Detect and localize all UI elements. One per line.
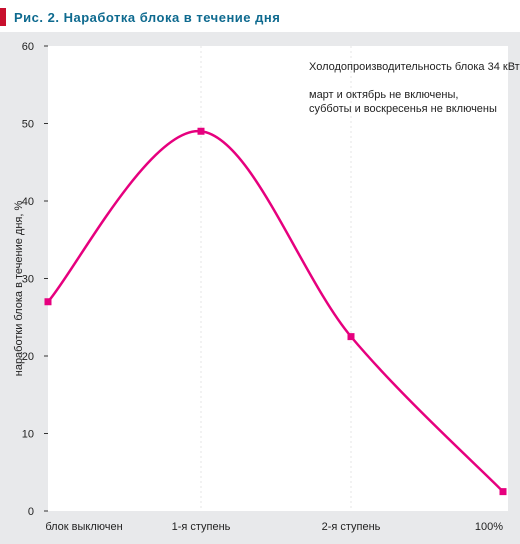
y-axis-label: наработки блока в течение дня, % (13, 201, 25, 377)
y-tick-label: 40 (22, 196, 34, 208)
data-point-2 (197, 127, 205, 135)
series-markers (44, 127, 507, 496)
y-tick-label: 30 (22, 274, 34, 286)
x-axis-ticks: блок выключен 1-я ступень 2-я ступень 100% (45, 521, 503, 533)
data-point-1 (44, 298, 52, 306)
figure-caption: Рис. 2. Наработка блока в течение дня (0, 8, 520, 26)
figure-title: Рис. 2. Наработка блока в течение дня (14, 9, 281, 25)
annotation-line-3: субботы и воскресенья не включены (309, 103, 497, 115)
x-tick-label: 2-я ступень (322, 521, 381, 533)
y-tick-label: 50 (22, 119, 34, 131)
annotation-line-1: Холодопроизводительность блока 34 кВт (309, 61, 520, 73)
x-tick-label: 100% (475, 521, 503, 533)
data-point-3 (347, 333, 355, 341)
chart-annotations: Холодопроизводительность блока 34 кВт мар… (309, 61, 520, 115)
annotation-line-2: март и октябрь не включены, (309, 89, 458, 101)
y-tick-label: 20 (22, 351, 34, 363)
x-tick-label: 1-я ступень (172, 521, 231, 533)
y-tick-label: 60 (22, 41, 34, 53)
data-point-4 (499, 488, 507, 496)
series-line (47, 129, 504, 493)
y-tick-label: 0 (28, 506, 34, 518)
y-axis-ticks: 0 10 20 30 40 50 60 (22, 41, 48, 518)
caption-accent-bar (0, 8, 6, 26)
plot-area (48, 46, 508, 511)
x-tick-label: блок выключен (45, 521, 122, 533)
y-tick-label: 10 (22, 429, 34, 441)
